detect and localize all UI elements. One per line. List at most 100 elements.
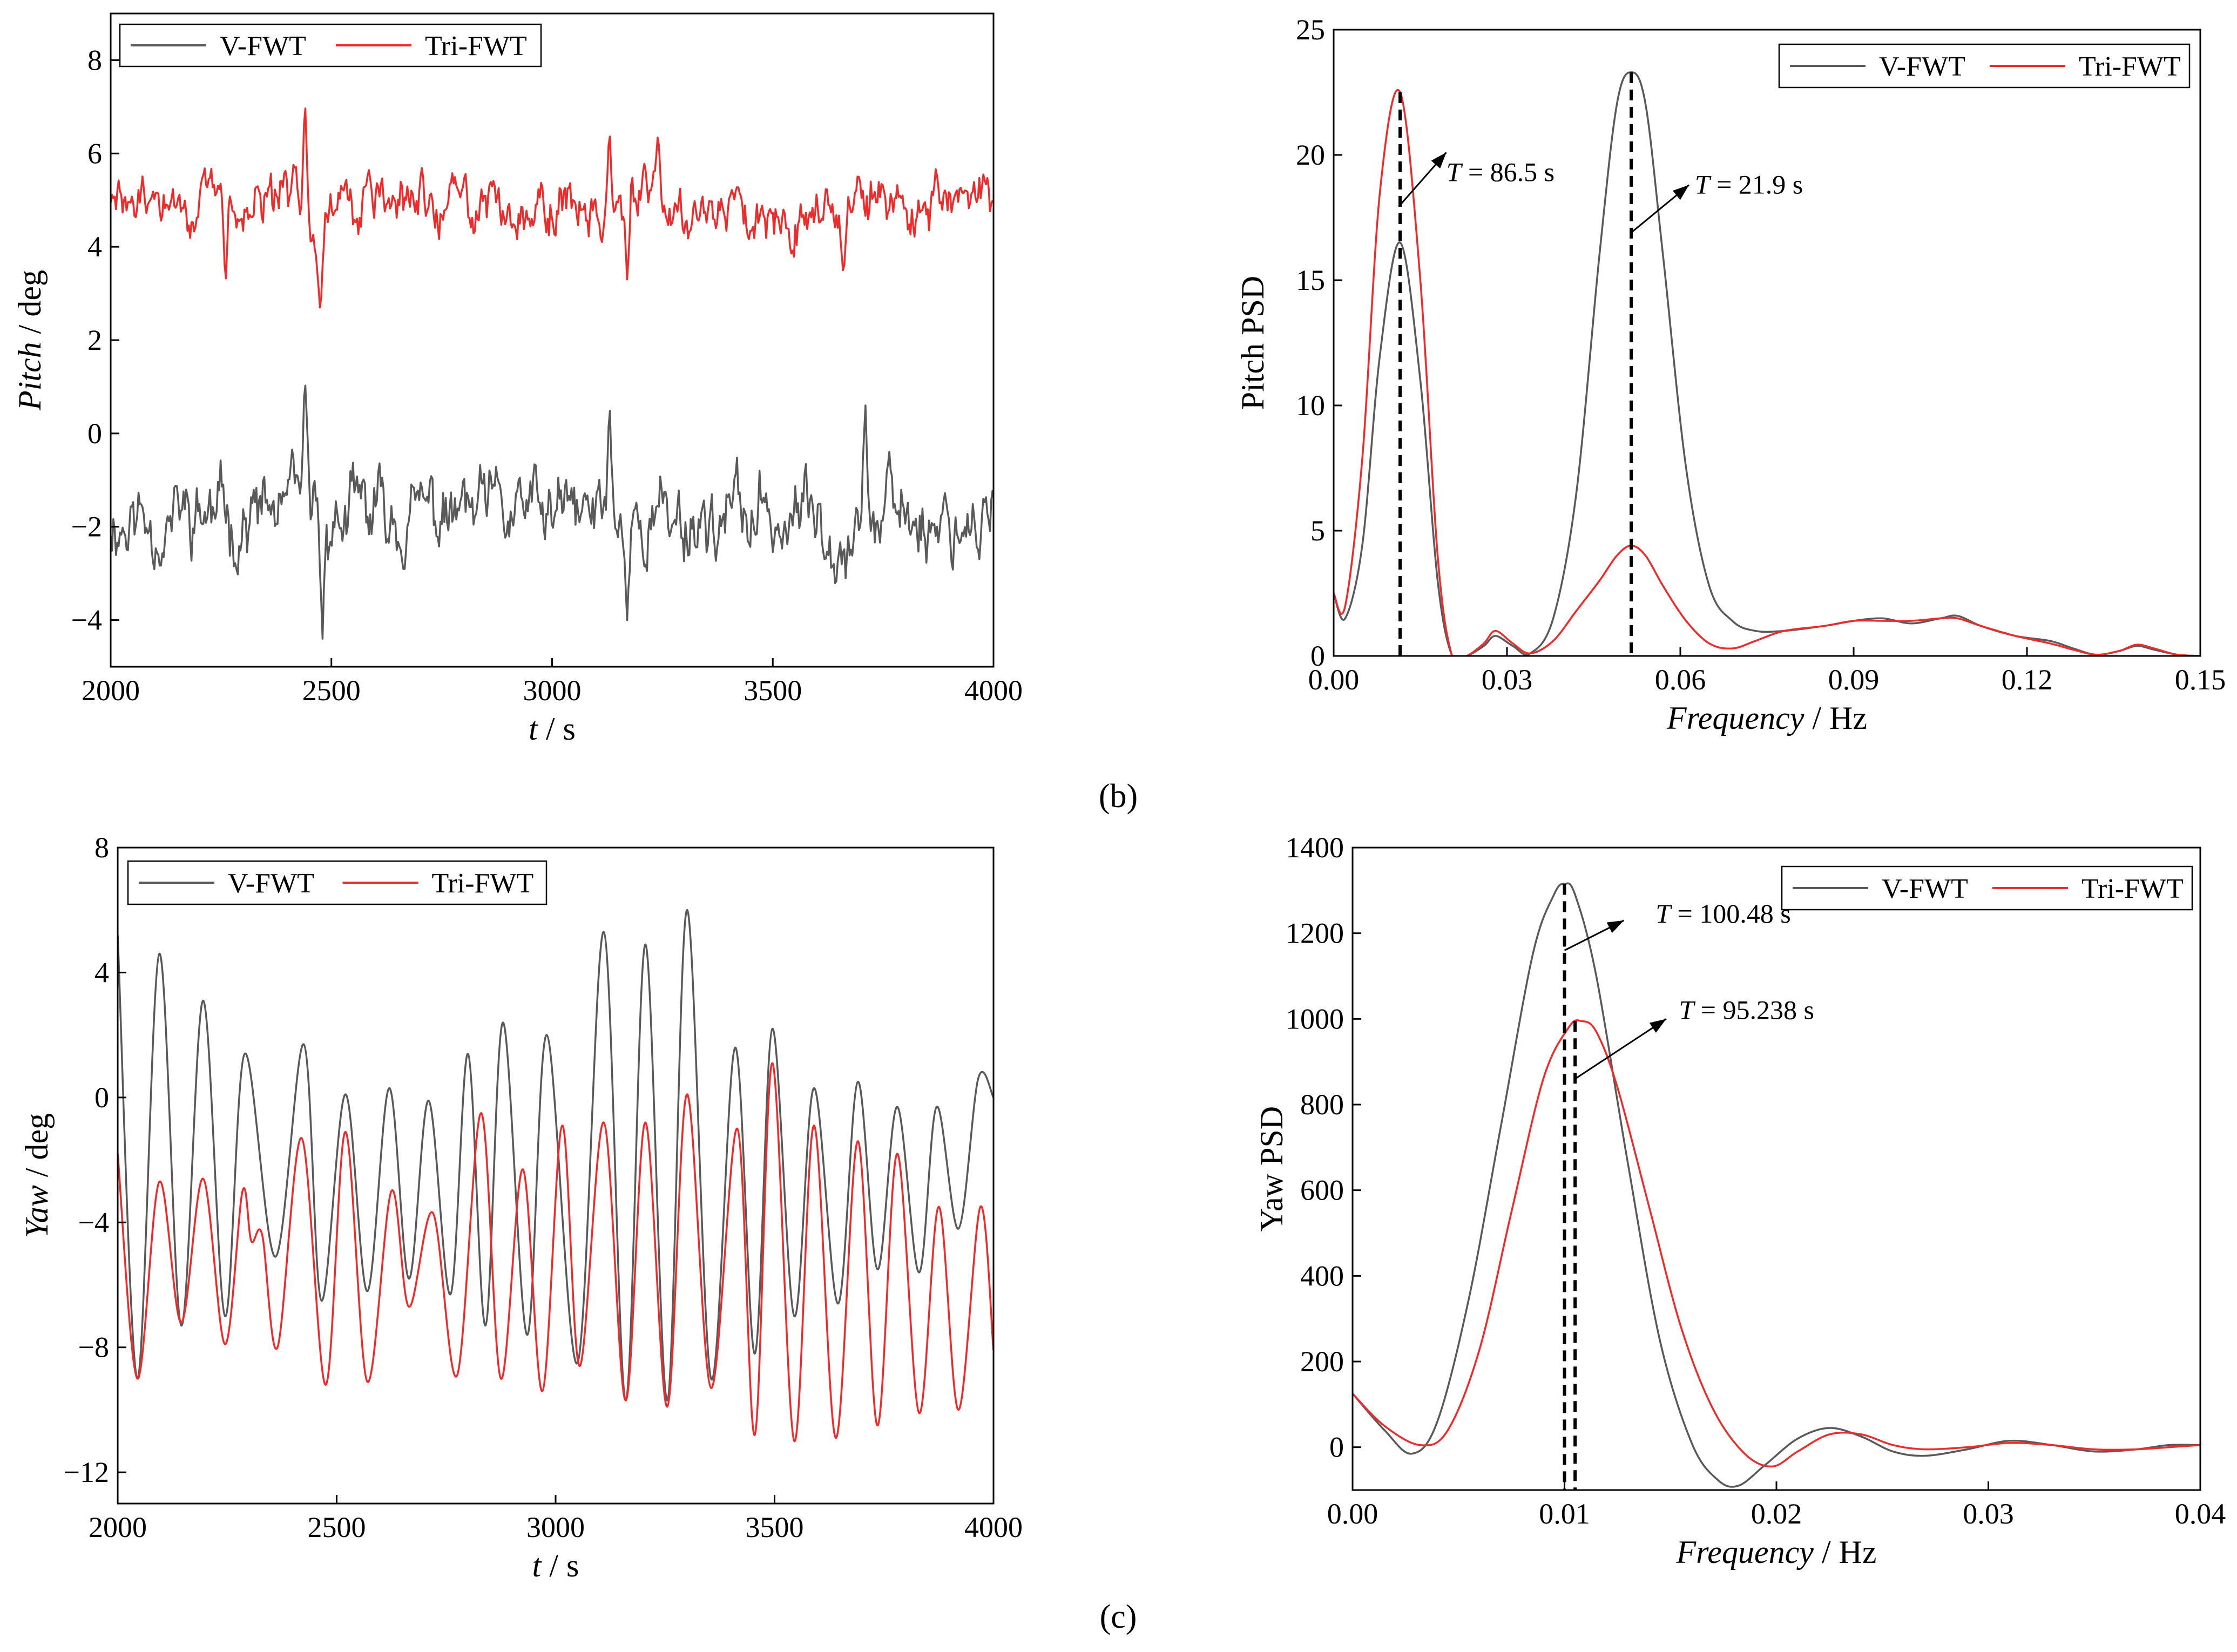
x-tick-label: 2500: [302, 674, 361, 707]
x-tick-label: 0.03: [1482, 663, 1533, 696]
y-axis-label: Pitch PSD: [1235, 276, 1270, 410]
period-value: = 21.9 s: [1710, 170, 1803, 200]
series-line-v-fwt: [111, 384, 994, 640]
period-symbol: T: [1447, 157, 1463, 187]
y-tick-label: 600: [1300, 1174, 1344, 1207]
y-tick-label: 0: [94, 1081, 109, 1114]
y-tick-label: 0: [87, 417, 102, 450]
x-tick-label: 3000: [526, 1511, 585, 1543]
y-axis-label: Yaw PSD: [1254, 1106, 1289, 1231]
series-line-tri-fwt: [1334, 89, 2200, 656]
panel-label-c: (c): [1100, 1599, 1137, 1635]
legend-label-tri-fwt: Tri-FWT: [425, 31, 527, 62]
legend-label-tri-fwt: Tri-FWT: [432, 868, 534, 899]
y-tick-label: 1000: [1286, 1003, 1344, 1035]
plot-frame: [110, 12, 995, 668]
series-line-tri-fwt: [118, 1062, 994, 1443]
x-tick-label: 2500: [308, 1511, 366, 1543]
x-axis-label-unit: / s: [538, 711, 576, 747]
x-axis-label: Frequency / Hz: [1666, 700, 1867, 736]
x-tick-label: 0.00: [1308, 663, 1360, 696]
period-annotation: T = 21.9 s: [1695, 170, 1803, 200]
x-tick-label: 0.12: [2002, 663, 2053, 696]
legend-label-v-fwt: V-FWT: [1879, 51, 1965, 82]
annotation-arrow-head: [1649, 1019, 1666, 1033]
y-tick-label: 800: [1300, 1088, 1344, 1121]
x-axis-label-italic: Frequency: [1676, 1534, 1814, 1570]
x-tick-label: 3500: [746, 1511, 804, 1543]
x-axis-label-italic: t: [529, 711, 538, 747]
y-tick-label: 8: [87, 44, 102, 76]
y-tick-label: 4: [94, 956, 109, 989]
period-value: = 95.238 s: [1694, 994, 1814, 1025]
y-tick-label: 20: [1296, 139, 1325, 171]
y-tick-label: 1400: [1286, 831, 1344, 864]
y-axis-label: Yaw / deg: [19, 1113, 55, 1238]
series-group: [1353, 882, 2200, 1488]
x-tick-label: 2000: [89, 1511, 147, 1543]
y-tick-label: 0: [1329, 1431, 1344, 1464]
x-axis-label: t / s: [532, 1548, 579, 1583]
x-tick-label: 2000: [82, 674, 140, 707]
x-tick-label: 0.00: [1327, 1498, 1378, 1530]
legend-label-tri-fwt: Tri-FWT: [2079, 51, 2181, 82]
y-tick-label: −4: [78, 1206, 109, 1238]
y-tick-label: −8: [78, 1331, 109, 1364]
chart-yaw-psd: T = 100.48 sT = 95.238 s0.00 0.01 0.02 0.03…: [1254, 831, 2226, 1570]
x-tick-label: 0.15: [2175, 663, 2226, 696]
period-symbol: T: [1695, 170, 1712, 200]
y-axis-label: Pitch / deg: [12, 270, 48, 411]
period-annotation: T = 100.48 s: [1655, 898, 1790, 929]
period-value: = 100.48 s: [1671, 898, 1791, 929]
y-axis-label-unit: / deg: [12, 270, 48, 342]
annotation-arrow-line: [1574, 1018, 1667, 1080]
y-tick-label: −2: [71, 511, 102, 543]
legend-label-v-fwt: V-FWT: [1882, 874, 1968, 904]
x-axis-label-italic: Frequency: [1666, 700, 1805, 736]
y-tick-label: 0: [1310, 640, 1325, 672]
panel-label-b: (b): [1099, 778, 1138, 815]
y-tick-label: 25: [1296, 13, 1325, 46]
x-tick-label: 0.03: [1963, 1498, 2014, 1530]
legend-label-tri-fwt: Tri-FWT: [2081, 874, 2184, 904]
series-group: [1334, 71, 2200, 656]
x-tick-label: 0.01: [1539, 1498, 1590, 1530]
x-tick-label: 0.04: [2175, 1498, 2226, 1530]
y-axis-label-unit: / deg: [19, 1113, 55, 1185]
series-line-tri-fwt: [1353, 1019, 2200, 1468]
x-axis-label: Frequency / Hz: [1676, 1534, 1877, 1570]
series-group: [118, 909, 994, 1443]
x-axis-label: t / s: [529, 711, 576, 747]
x-tick-label: 0.09: [1828, 663, 1880, 696]
chart-pitch-time: 2000 2500 3000 3500 4000 −4 −2 0 2 4 6 8 t / s Pitch …: [12, 12, 1023, 747]
legend-label-v-fwt: V-FWT: [220, 31, 306, 62]
x-tick-label: 4000: [964, 1511, 1023, 1543]
period-symbol: T: [1655, 898, 1672, 929]
y-tick-label: 400: [1300, 1260, 1344, 1292]
y-tick-label: −12: [64, 1456, 109, 1488]
y-tick-label: 15: [1296, 264, 1325, 296]
period-symbol: T: [1679, 994, 1695, 1025]
plot-frame: [1333, 29, 2201, 657]
plot-frame: [1351, 847, 2201, 1491]
annotation-arrow-head: [1672, 185, 1689, 200]
x-tick-label: 3500: [744, 674, 802, 707]
x-axis-label-unit: / Hz: [1814, 1534, 1877, 1570]
y-tick-label: 6: [87, 137, 102, 170]
y-tick-label: 5: [1310, 514, 1325, 547]
series-line-v-fwt: [1353, 882, 2200, 1488]
x-axis-label-italic: t: [532, 1548, 542, 1583]
legend-label-v-fwt: V-FWT: [228, 868, 314, 899]
period-annotation: T = 95.238 s: [1679, 994, 1814, 1025]
period-annotation: T = 86.5 s: [1447, 157, 1555, 187]
series-line-v-fwt: [118, 909, 994, 1402]
x-axis-label-unit: / s: [541, 1548, 579, 1583]
annotation-arrow-head: [1431, 152, 1447, 169]
x-axis-label-unit: / Hz: [1804, 700, 1867, 736]
x-tick-label: 3000: [523, 674, 582, 707]
annotation-arrow-head: [1606, 920, 1624, 933]
x-tick-label: 0.02: [1751, 1498, 1802, 1530]
y-tick-label: 8: [94, 831, 109, 864]
